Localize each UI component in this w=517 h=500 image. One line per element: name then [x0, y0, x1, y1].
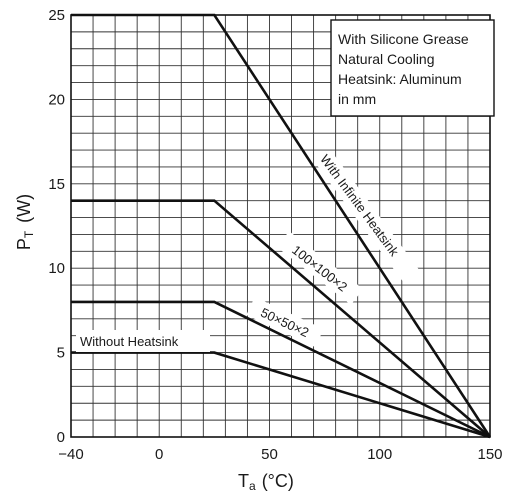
- label-bg-50: [246, 296, 324, 348]
- series-line-2: [71, 199, 491, 438]
- y-tick-label: 15: [48, 176, 65, 193]
- y-tick-label: 20: [48, 91, 65, 108]
- svg-text:PT(W): PT (W): [14, 194, 36, 250]
- y-tick-label: 5: [57, 345, 65, 362]
- y-axis-unit: (W): [14, 194, 34, 223]
- legend-box: [330, 19, 495, 117]
- legend-line-3: Heatsink: Aluminum: [338, 71, 462, 87]
- legend-line-2: Natural Cooling: [338, 51, 435, 67]
- x-tick-label: 0: [155, 446, 163, 463]
- label-bg-100: [276, 231, 364, 305]
- x-axis-title: Ta (°C): [238, 471, 294, 493]
- x-tick-label: 100: [367, 446, 392, 463]
- series-line-3: [71, 300, 491, 439]
- series-line-1: [71, 13, 492, 438]
- legend-line-4: in mm: [338, 91, 376, 107]
- x-tick-label: 50: [261, 446, 278, 463]
- y-axis-subscript: T: [22, 230, 36, 238]
- y-tick-label: 10: [48, 260, 65, 277]
- x-tick-label: −40: [58, 446, 83, 463]
- series-layer: [71, 13, 492, 439]
- x-axis-unit: (°C): [262, 471, 294, 491]
- legend: With Silicone Grease Natural Cooling Hea…: [330, 19, 495, 117]
- x-tick-label: 150: [477, 446, 502, 463]
- x-axis-symbol: T: [238, 471, 249, 491]
- y-tick-label: 0: [57, 429, 65, 446]
- y-axis-title: PT (W): [14, 194, 36, 250]
- y-tick-label: 25: [48, 7, 65, 24]
- plot-frame: [70, 14, 491, 438]
- svg-text:Ta(°C): Ta (°C): [238, 471, 294, 493]
- label-bg-without: [76, 330, 210, 352]
- series-line-4: [71, 351, 491, 439]
- x-axis-subscript: a: [249, 479, 256, 493]
- label-without-heatsink: Without Heatsink: [80, 334, 179, 349]
- legend-line-1: With Silicone Grease: [338, 31, 469, 47]
- label-infinite-heatsink: With Infinite Heatsink: [317, 152, 402, 259]
- label-bg-infinite: [315, 151, 421, 284]
- y-axis-symbol: P: [14, 238, 34, 250]
